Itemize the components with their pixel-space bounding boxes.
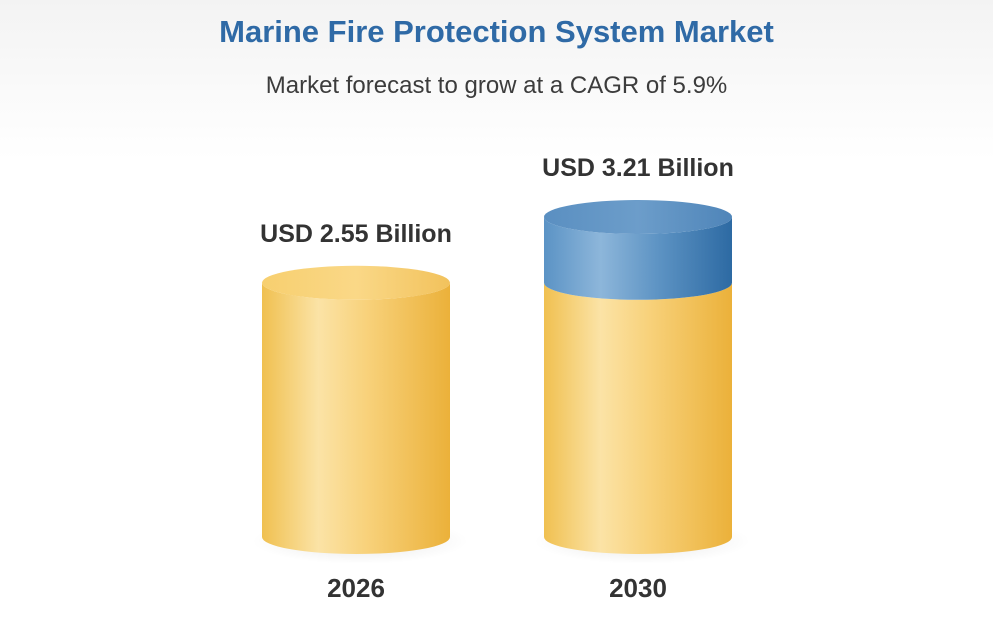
- bar-2030: [534, 200, 750, 564]
- chart-subtitle: Market forecast to grow at a CAGR of 5.9…: [265, 72, 728, 99]
- bars-layer: [252, 200, 750, 564]
- bar-2026: [252, 265, 468, 564]
- chart-title: Marine Fire Protection System Market: [219, 14, 774, 49]
- bar-base-segment: [544, 282, 732, 554]
- labels-layer: USD 2.55 Billion 2026 USD 3.21 Billion 2030: [260, 154, 734, 603]
- value-label-2026: USD 2.55 Billion: [260, 220, 452, 248]
- bar-top-cap: [544, 200, 732, 234]
- bar-base-segment: [262, 282, 450, 554]
- category-label-2030: 2030: [609, 573, 667, 603]
- value-label-2030: USD 3.21 Billion: [542, 154, 734, 182]
- category-label-2026: 2026: [327, 573, 385, 603]
- bar-growth-segment: [544, 217, 732, 300]
- bar-top-cap: [262, 265, 450, 300]
